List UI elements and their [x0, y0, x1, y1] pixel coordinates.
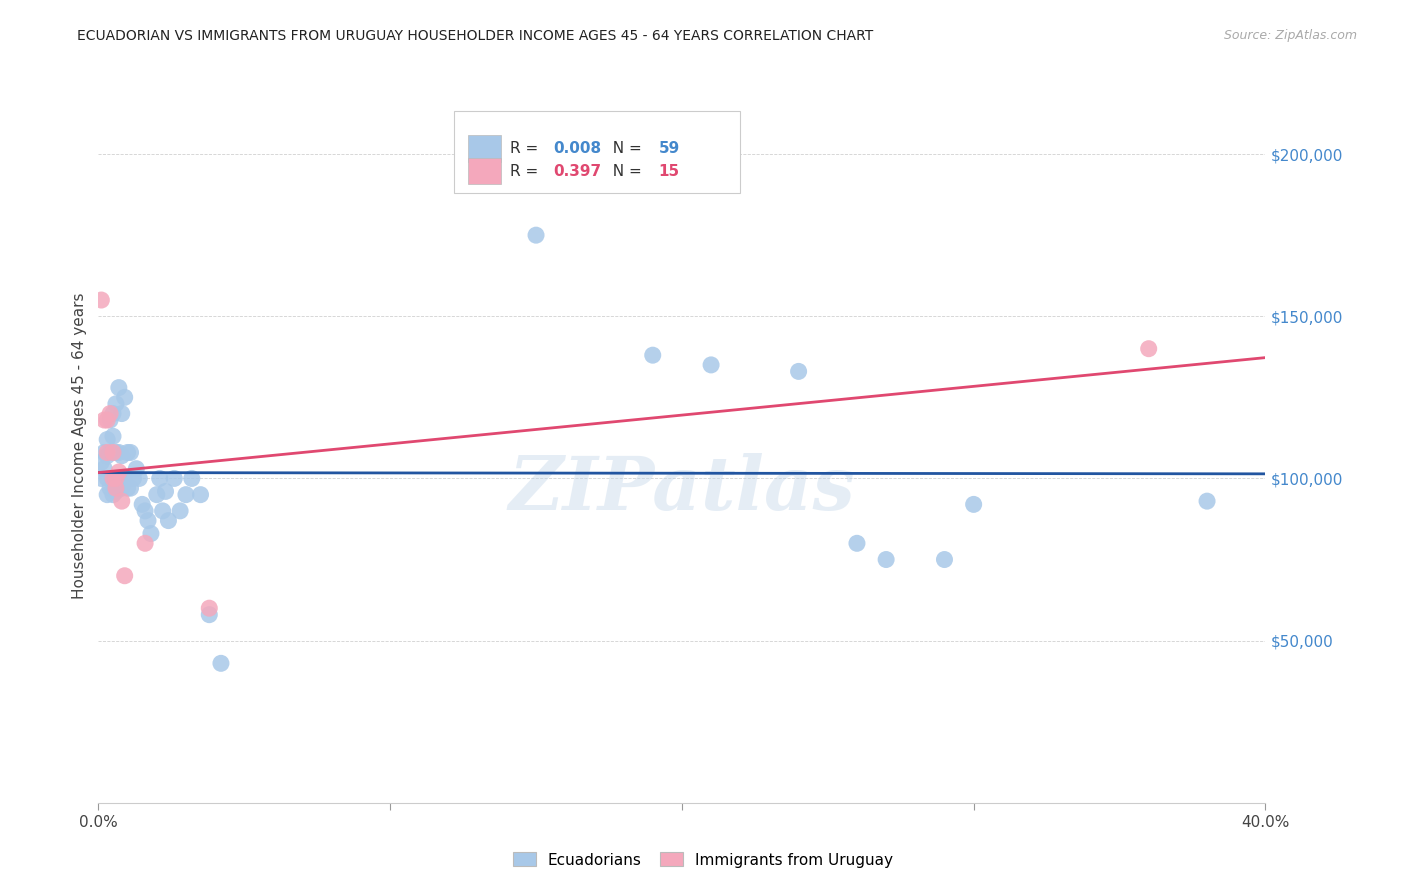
Point: [190, 488, 212, 502]
Point: [1137, 342, 1160, 356]
Point: [111, 449, 134, 463]
Point: [117, 481, 139, 495]
Point: [114, 471, 136, 485]
Point: [120, 445, 142, 459]
Point: [128, 471, 150, 485]
Point: [93, 445, 115, 459]
Text: N =: N =: [603, 142, 647, 156]
Point: [101, 471, 124, 485]
Point: [163, 471, 186, 485]
Y-axis label: Householder Income Ages 45 - 64 years: Householder Income Ages 45 - 64 years: [72, 293, 87, 599]
Point: [96, 445, 118, 459]
Point: [90, 455, 112, 469]
Point: [155, 484, 177, 499]
Text: 0.008: 0.008: [554, 142, 602, 156]
Text: R =: R =: [510, 164, 544, 179]
Point: [93, 413, 115, 427]
Text: 59: 59: [658, 142, 681, 156]
Point: [101, 407, 124, 421]
Point: [108, 381, 131, 395]
Point: [122, 471, 145, 485]
Point: [98, 413, 121, 427]
Text: R =: R =: [510, 142, 544, 156]
Point: [104, 471, 127, 485]
Text: 15: 15: [658, 164, 679, 179]
Point: [157, 514, 180, 528]
FancyBboxPatch shape: [468, 158, 501, 185]
Point: [98, 481, 121, 495]
Point: [641, 348, 664, 362]
Point: [134, 504, 156, 518]
Point: [108, 445, 131, 459]
Point: [104, 484, 127, 499]
Point: [104, 445, 127, 459]
Point: [101, 471, 124, 485]
Point: [96, 433, 118, 447]
Point: [96, 413, 118, 427]
Point: [108, 465, 131, 479]
Point: [152, 504, 174, 518]
Point: [93, 461, 115, 475]
Point: [96, 488, 118, 502]
Point: [180, 471, 202, 485]
Point: [111, 407, 134, 421]
Point: [98, 445, 121, 459]
Point: [846, 536, 869, 550]
Point: [787, 364, 810, 378]
Point: [101, 429, 124, 443]
Point: [117, 445, 139, 459]
Point: [108, 471, 131, 485]
Text: N =: N =: [603, 164, 647, 179]
Point: [209, 657, 232, 671]
Point: [875, 552, 897, 566]
FancyBboxPatch shape: [454, 111, 741, 193]
Point: [146, 488, 169, 502]
Point: [90, 471, 112, 485]
Point: [114, 568, 136, 582]
Point: [174, 488, 197, 502]
Text: Source: ZipAtlas.com: Source: ZipAtlas.com: [1223, 29, 1357, 42]
Point: [169, 504, 191, 518]
Text: 0.397: 0.397: [554, 164, 602, 179]
Point: [104, 397, 127, 411]
Point: [198, 607, 221, 622]
Point: [139, 526, 162, 541]
Point: [134, 536, 156, 550]
FancyBboxPatch shape: [468, 136, 501, 161]
Point: [524, 228, 547, 243]
Point: [198, 601, 221, 615]
Point: [96, 471, 118, 485]
Point: [111, 481, 134, 495]
Point: [1195, 494, 1218, 508]
Point: [96, 449, 118, 463]
Point: [934, 552, 956, 566]
Point: [114, 390, 136, 404]
Point: [98, 407, 121, 421]
Text: ZIPatlas: ZIPatlas: [509, 452, 855, 525]
Point: [125, 461, 148, 475]
Point: [700, 358, 723, 372]
Point: [111, 494, 134, 508]
Point: [136, 514, 159, 528]
Point: [104, 481, 127, 495]
Point: [101, 445, 124, 459]
Point: [120, 481, 142, 495]
Point: [90, 293, 112, 307]
Legend: Ecuadorians, Immigrants from Uruguay: Ecuadorians, Immigrants from Uruguay: [506, 847, 900, 873]
Point: [962, 497, 984, 511]
Point: [104, 471, 127, 485]
Point: [149, 471, 172, 485]
Text: ECUADORIAN VS IMMIGRANTS FROM URUGUAY HOUSEHOLDER INCOME AGES 45 - 64 YEARS CORR: ECUADORIAN VS IMMIGRANTS FROM URUGUAY HO…: [77, 29, 873, 43]
Point: [101, 488, 124, 502]
Point: [131, 497, 153, 511]
